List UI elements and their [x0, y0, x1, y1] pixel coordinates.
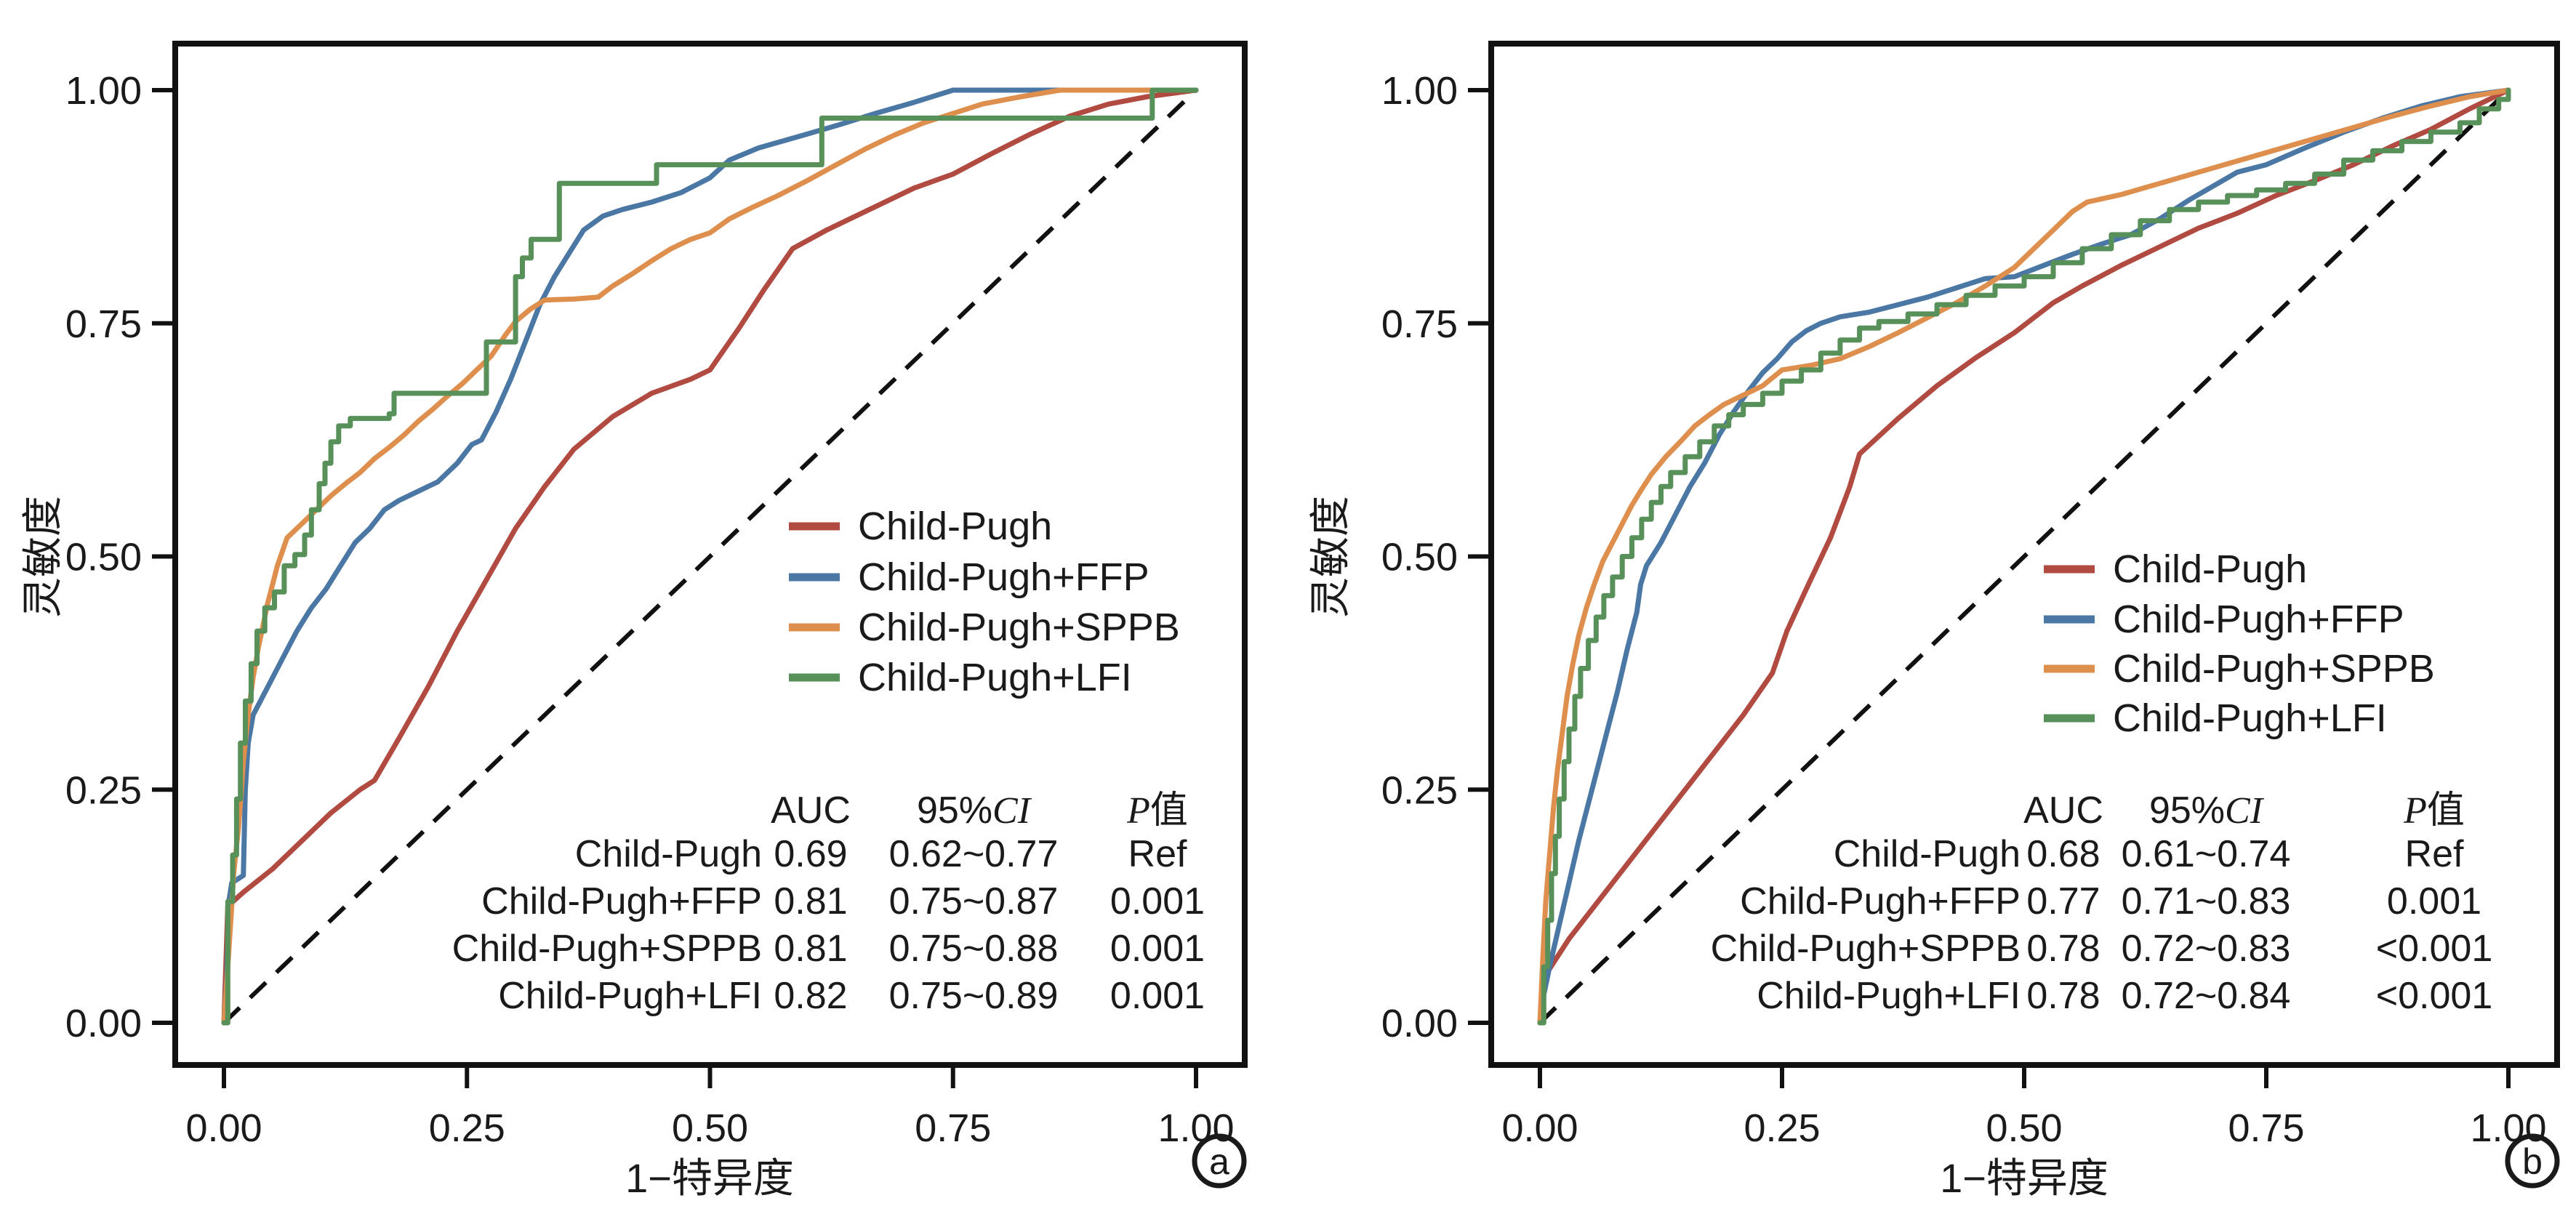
- panel-letter: a: [1209, 1141, 1229, 1182]
- legend-label-child-pugh-lfi: Child-Pugh+LFI: [2113, 696, 2387, 740]
- curve-child-pugh-ffp: [1537, 87, 2511, 1026]
- x-tick-label: 0.75: [2228, 1106, 2304, 1150]
- panel-b: 0.00 0.25 0.50 0.75 1.00 0.00 0.25 0.50 0.75 1.00…: [1307, 41, 2560, 1201]
- table-row-label: Child-Pugh+FFP: [481, 880, 762, 922]
- x-tick-label: 0.50: [672, 1106, 748, 1150]
- table-header-ci: 95%CI: [2149, 789, 2265, 832]
- y-axis-label: 灵敏度: [20, 496, 65, 618]
- table-cell-p: Ref: [1128, 833, 1187, 875]
- y-tick-label: 0.25: [1381, 768, 1458, 812]
- axis-tick-labels: 0.00 0.25 0.50 0.75 1.00 0.00 0.25 0.50 0.75 1.00: [65, 69, 1235, 1150]
- table-header-auc: AUC: [2023, 789, 2103, 832]
- y-tick-label: 0.50: [1381, 536, 1458, 579]
- legend-label-child-pugh-sppb: Child-Pugh+SPPB: [858, 606, 1180, 649]
- y-tick-label: 0.00: [65, 1002, 142, 1045]
- table-header-ci: 95%CI: [917, 789, 1032, 832]
- table-cell-ci: 0.62~0.77: [889, 833, 1059, 875]
- curve-child-pugh: [221, 87, 1199, 1026]
- table-cell-p: 0.001: [2387, 880, 2481, 922]
- table-row-label: Child-Pugh: [575, 833, 762, 875]
- x-axis-label: 1−特异度: [625, 1155, 794, 1201]
- table-cell-p: Ref: [2405, 833, 2464, 875]
- y-tick-label: 0.25: [65, 768, 142, 812]
- panel-letter-circle: [2505, 1133, 2560, 1189]
- table-cell-auc: 0.68: [2026, 833, 2100, 875]
- table-cell-auc: 0.78: [2026, 928, 2100, 970]
- table-cell-p: 0.001: [1110, 880, 1205, 922]
- curve-child-pugh-lfi: [221, 87, 1199, 1026]
- legend-label-child-pugh: Child-Pugh: [2113, 547, 2307, 591]
- legend-label-child-pugh-ffp: Child-Pugh+FFP: [2113, 598, 2404, 641]
- x-tick-label: 0.00: [1501, 1106, 1578, 1150]
- legend: Child-Pugh Child-Pugh+FFP Child-Pugh+SPP…: [789, 504, 1180, 699]
- axis-tick-labels: 0.00 0.25 0.50 0.75 1.00 0.00 0.25 0.50 0.75 1.00: [1381, 69, 2547, 1150]
- table-cell-auc: 0.78: [2026, 975, 2100, 1017]
- auc-table: AUC 95%CI P值 Child-Pugh 0.68 0.61~0.74 R…: [1711, 789, 2493, 1017]
- auc-table: AUC 95%CI P值 Child-Pugh 0.69 0.62~0.77 R…: [452, 789, 1205, 1017]
- legend: Child-Pugh Child-Pugh+FFP Child-Pugh+SPP…: [2044, 547, 2435, 740]
- table-cell-ci: 0.72~0.83: [2122, 928, 2291, 970]
- axis-ticks: [1468, 88, 2511, 1088]
- table-cell-p: 0.001: [1110, 928, 1205, 970]
- x-tick-label: 1.00: [1157, 1106, 1234, 1150]
- legend-label-child-pugh-sppb: Child-Pugh+SPPB: [2113, 647, 2435, 691]
- table-cell-ci: 0.75~0.89: [889, 975, 1059, 1017]
- curve-child-pugh-sppb: [1537, 87, 2511, 1026]
- y-axis-label: 灵敏度: [1307, 496, 1353, 618]
- table-cell-auc: 0.82: [774, 975, 847, 1017]
- curve-child-pugh-ffp: [221, 87, 1199, 1026]
- axis-ticks: [152, 88, 1198, 1088]
- table-cell-auc: 0.81: [774, 880, 847, 922]
- panel-letter: b: [2522, 1141, 2543, 1182]
- table-cell-auc: 0.77: [2026, 880, 2100, 922]
- x-tick-label: 0.00: [185, 1106, 262, 1150]
- x-tick-label: 0.25: [1744, 1106, 1820, 1150]
- table-cell-ci: 0.72~0.84: [2122, 975, 2291, 1017]
- x-tick-label: 0.50: [1986, 1106, 2062, 1150]
- legend-label-child-pugh-lfi: Child-Pugh+LFI: [858, 656, 1132, 699]
- y-tick-label: 1.00: [1381, 69, 1458, 113]
- table-header-auc: AUC: [771, 789, 851, 832]
- table-cell-p: <0.001: [2376, 975, 2493, 1017]
- panel-a: 0.00 0.25 0.50 0.75 1.00 0.00 0.25 0.50 0.75 1.00…: [20, 41, 1248, 1201]
- table-row-label: Child-Pugh+FFP: [1740, 880, 2021, 922]
- diagonal-reference-line: [1538, 88, 2511, 1025]
- curve-child-pugh-lfi: [1537, 87, 2511, 1026]
- y-tick-label: 0.00: [1381, 1002, 1458, 1045]
- legend-label-child-pugh-ffp: Child-Pugh+FFP: [858, 555, 1149, 599]
- x-tick-label: 1.00: [2470, 1106, 2546, 1150]
- table-cell-p: <0.001: [2376, 928, 2493, 970]
- x-tick-label: 0.75: [915, 1106, 991, 1150]
- y-tick-label: 1.00: [65, 69, 142, 113]
- table-header-p: P值: [1126, 789, 1188, 832]
- table-header-p: P值: [2403, 789, 2465, 832]
- table-cell-p: 0.001: [1110, 975, 1205, 1017]
- panel-letter-circle: [1192, 1133, 1247, 1189]
- table-row-label: Child-Pugh+SPPB: [1711, 928, 2021, 970]
- table-cell-ci: 0.75~0.87: [889, 880, 1059, 922]
- table-cell-auc: 0.81: [774, 928, 847, 970]
- table-row-label: Child-Pugh+SPPB: [452, 928, 762, 970]
- table-cell-ci: 0.71~0.83: [2122, 880, 2291, 922]
- y-tick-label: 0.50: [65, 536, 142, 579]
- table-cell-ci: 0.61~0.74: [2122, 833, 2291, 875]
- x-axis-label: 1−特异度: [1940, 1155, 2108, 1201]
- table-cell-ci: 0.75~0.88: [889, 928, 1059, 970]
- y-tick-label: 0.75: [1381, 302, 1458, 346]
- table-cell-auc: 0.69: [774, 833, 847, 875]
- table-row-label: Child-Pugh: [1834, 833, 2021, 875]
- legend-label-child-pugh: Child-Pugh: [858, 504, 1052, 548]
- x-tick-label: 0.25: [429, 1106, 505, 1150]
- table-row-label: Child-Pugh+LFI: [498, 975, 762, 1017]
- diagonal-reference-line: [222, 88, 1198, 1025]
- y-tick-label: 0.75: [65, 302, 142, 346]
- table-row-label: Child-Pugh+LFI: [1757, 975, 2021, 1017]
